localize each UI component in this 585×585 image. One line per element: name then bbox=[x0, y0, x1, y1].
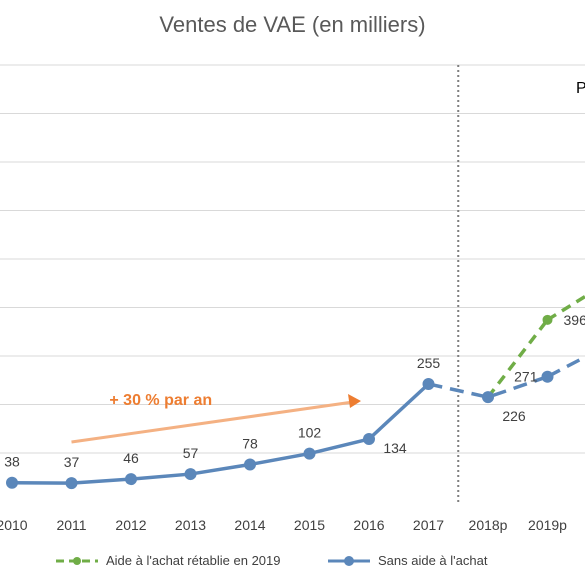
legend-label-green: Aide à l'achat rétablie en 2019 bbox=[106, 553, 281, 568]
data-point-blue bbox=[65, 477, 78, 490]
data-label-blue: 46 bbox=[123, 450, 139, 466]
series-line-blue-solid bbox=[11, 382, 430, 485]
data-label-blue: 78 bbox=[242, 436, 258, 452]
legend-item-green: Aide à l'achat rétablie en 2019 bbox=[56, 553, 281, 568]
annotation-p: P bbox=[576, 80, 585, 97]
growth-arrow-line bbox=[71, 400, 354, 444]
data-labels: 38 37 46 57 78 102 134 255 226 271 396 bbox=[4, 312, 585, 470]
data-point-blue bbox=[482, 391, 494, 404]
data-label-blue: 226 bbox=[502, 408, 526, 424]
data-label-blue: 102 bbox=[298, 425, 322, 441]
data-point-blue bbox=[6, 476, 18, 489]
x-tick-label: 2017 bbox=[413, 517, 444, 533]
x-tick-label: 2013 bbox=[175, 517, 206, 533]
legend-item-blue: Sans aide à l'achat bbox=[328, 553, 487, 568]
x-tick-label: 2015 bbox=[294, 517, 325, 533]
data-label-blue: 57 bbox=[183, 445, 199, 461]
data-point-blue bbox=[422, 377, 435, 390]
x-tick-label: 2016 bbox=[353, 517, 384, 533]
legend-label-blue: Sans aide à l'achat bbox=[378, 553, 488, 568]
data-label-blue: 271 bbox=[514, 369, 538, 385]
data-point-blue bbox=[541, 370, 554, 383]
data-point-blue bbox=[125, 473, 137, 486]
x-axis-ticks: 2010 2011 2012 2013 2014 2015 2016 2017 2018p 201… bbox=[0, 517, 567, 533]
gridlines bbox=[0, 64, 585, 454]
data-label-blue: 37 bbox=[64, 454, 80, 470]
x-tick-label: 2011 bbox=[56, 517, 86, 533]
x-tick-label: 2012 bbox=[115, 517, 146, 533]
x-tick-label: 2014 bbox=[234, 517, 265, 533]
series-layer bbox=[6, 294, 585, 490]
x-tick-label: 2018p bbox=[469, 517, 508, 533]
annotation-growth: + 30 % par an bbox=[109, 392, 212, 409]
growth-arrow bbox=[71, 394, 361, 444]
x-tick-label: 2019p bbox=[528, 517, 567, 533]
x-tick-label: 2010 bbox=[0, 517, 28, 533]
series-line-green-continuation bbox=[546, 294, 585, 322]
data-label-blue: 134 bbox=[383, 440, 407, 456]
data-label-green: 396 bbox=[564, 312, 585, 328]
chart-title: Ventes de VAE (en milliers) bbox=[159, 12, 426, 37]
legend-swatch-blue bbox=[328, 555, 370, 566]
legend-swatch-green bbox=[56, 556, 98, 565]
data-point-blue bbox=[244, 458, 256, 471]
data-point-blue bbox=[303, 447, 316, 460]
growth-arrow-head bbox=[348, 394, 361, 408]
legend: Aide à l'achat rétablie en 2019 Sans aid… bbox=[0, 553, 585, 575]
data-point-blue bbox=[184, 468, 197, 481]
data-point-blue bbox=[363, 433, 375, 446]
data-point-green bbox=[542, 314, 553, 325]
series-line-blue-continuation bbox=[546, 355, 585, 379]
data-label-blue: 38 bbox=[4, 454, 20, 470]
data-label-blue: 255 bbox=[417, 355, 441, 371]
